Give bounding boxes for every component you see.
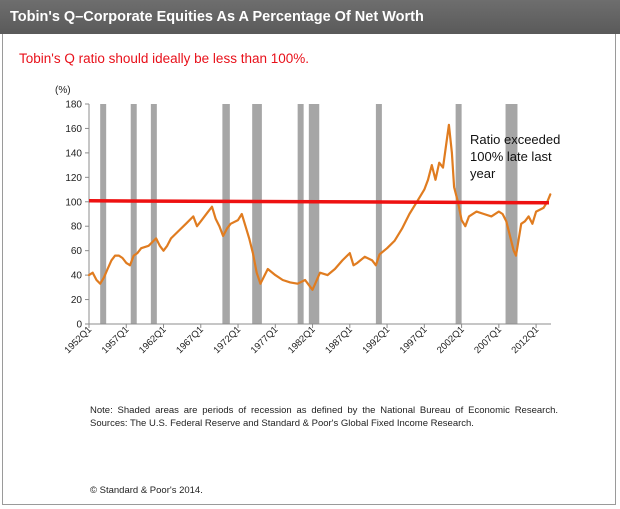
x-tick-label: 1992Q1 bbox=[360, 324, 392, 356]
recession-bar bbox=[505, 104, 518, 324]
recession-bar bbox=[150, 104, 157, 324]
copyright-text: © Standard & Poor's 2014. bbox=[90, 485, 203, 496]
y-tick-label: 100 bbox=[65, 197, 82, 208]
recession-bar bbox=[100, 104, 107, 324]
x-tick-label: 1957Q1 bbox=[100, 324, 132, 356]
chart-subtitle: Tobin's Q ratio should ideally be less t… bbox=[19, 51, 309, 66]
threshold-line bbox=[88, 199, 550, 205]
x-tick-label: 1977Q1 bbox=[249, 324, 281, 356]
recession-bar bbox=[308, 104, 320, 324]
x-tick-label: 2007Q1 bbox=[472, 324, 504, 356]
y-tick-label: 0 bbox=[76, 320, 82, 331]
recession-bar bbox=[252, 104, 262, 324]
y-axis-label: (%) bbox=[55, 85, 71, 96]
x-tick-label: 1997Q1 bbox=[398, 324, 430, 356]
recession-bar bbox=[130, 104, 137, 324]
recession-bar bbox=[455, 104, 462, 324]
y-tick-label: 120 bbox=[65, 173, 82, 184]
x-tick-label: 1962Q1 bbox=[137, 324, 169, 356]
annotation-text: year bbox=[470, 166, 496, 181]
annotation-text: 100% late last bbox=[470, 149, 552, 164]
y-tick-label: 60 bbox=[71, 246, 83, 257]
x-tick-label: 1987Q1 bbox=[323, 324, 355, 356]
y-tick-label: 160 bbox=[65, 124, 82, 135]
x-tick-label: 1982Q1 bbox=[286, 324, 318, 356]
y-tick-label: 80 bbox=[71, 222, 83, 233]
chart-title: Tobin's Q–Corporate Equities As A Percen… bbox=[0, 0, 620, 34]
recession-bar bbox=[375, 104, 382, 324]
x-tick-label: 2012Q1 bbox=[510, 324, 542, 356]
x-tick-label: 2002Q1 bbox=[435, 324, 467, 356]
x-tick-label: 1972Q1 bbox=[211, 324, 243, 356]
y-tick-label: 40 bbox=[71, 271, 83, 282]
recession-bar bbox=[297, 104, 304, 324]
chart-note: Note: Shaded areas are periods of recess… bbox=[90, 405, 558, 429]
recession-bar bbox=[222, 104, 230, 324]
series-line bbox=[87, 123, 552, 291]
x-tick-label: 1967Q1 bbox=[174, 324, 206, 356]
annotation-text: Ratio exceeded bbox=[470, 132, 560, 147]
y-tick-label: 20 bbox=[71, 295, 83, 306]
y-tick-label: 180 bbox=[65, 100, 82, 111]
y-tick-label: 140 bbox=[65, 148, 82, 159]
